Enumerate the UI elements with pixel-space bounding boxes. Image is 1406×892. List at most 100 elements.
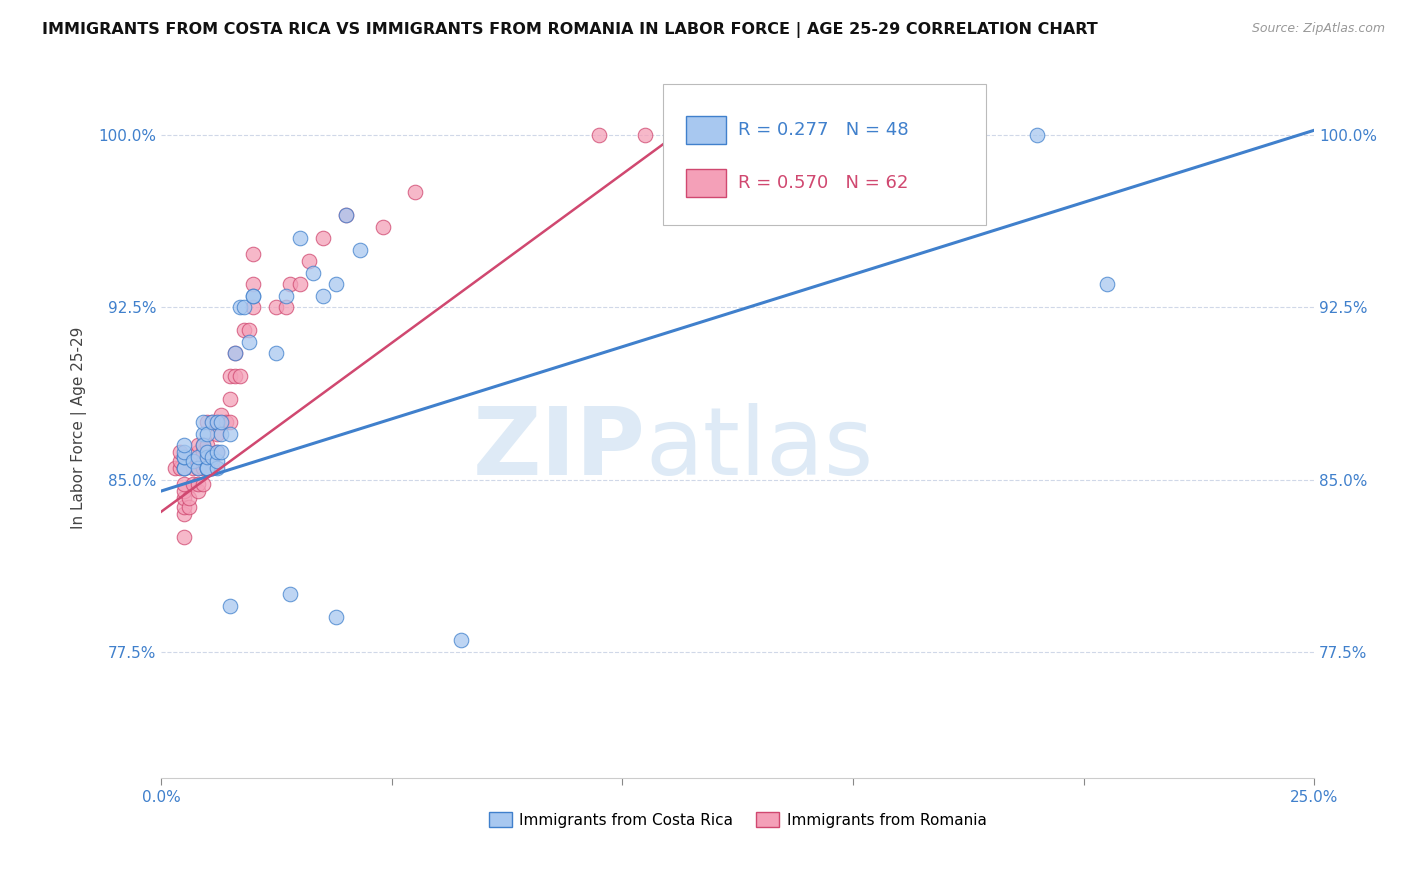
Text: Source: ZipAtlas.com: Source: ZipAtlas.com [1251,22,1385,36]
Text: ZIP: ZIP [472,403,645,495]
Point [201,454,224,468]
Point [266,300,288,314]
Point [288,231,311,245]
Point [205,445,228,459]
Text: R = 0.570   N = 62: R = 0.570 N = 62 [738,174,908,192]
Point [195,450,218,464]
Point [335,208,357,222]
Point [195,461,218,475]
Point [219,599,242,613]
Point [298,254,321,268]
Point [173,450,195,464]
Point [288,277,311,292]
Point [169,454,191,468]
Point [205,426,228,441]
Point [195,438,218,452]
Point [302,266,325,280]
Point [163,461,186,475]
Point [187,461,209,475]
Point [228,369,250,384]
Point [201,415,224,429]
Point [311,289,333,303]
Point [224,346,246,360]
Point [183,461,205,475]
Point [335,208,357,222]
Point [278,587,301,601]
Point [173,477,195,491]
Point [634,128,657,142]
Point [191,438,214,452]
Point [205,454,228,468]
Point [173,438,195,452]
Point [177,491,200,505]
Point [173,530,195,544]
Point [187,483,209,498]
Point [219,369,242,384]
Point [195,461,218,475]
Point [238,334,260,349]
Point [311,231,333,245]
Point [233,323,256,337]
Point [173,445,195,459]
Point [195,426,218,441]
Point [219,426,242,441]
Point [278,277,301,292]
Point [173,491,195,505]
Point [209,415,232,429]
Point [588,128,610,142]
Point [191,477,214,491]
Point [224,346,246,360]
Point [195,445,218,459]
Point [173,483,195,498]
Point [266,346,288,360]
Point [219,392,242,406]
Point [191,426,214,441]
Point [195,445,218,459]
Point [195,461,218,475]
Point [450,633,472,648]
Point [205,415,228,429]
Y-axis label: In Labor Force | Age 25-29: In Labor Force | Age 25-29 [72,326,87,529]
Point [187,438,209,452]
Point [173,500,195,514]
Point [177,500,200,514]
Point [242,289,264,303]
Point [191,438,214,452]
Point [209,415,232,429]
Point [242,289,264,303]
Point [205,415,228,429]
Point [1095,277,1118,292]
Point [224,369,246,384]
FancyBboxPatch shape [686,116,725,144]
Point [215,415,238,429]
Point [201,461,224,475]
Point [187,477,209,491]
Point [195,415,218,429]
Point [191,461,214,475]
Point [183,477,205,491]
FancyBboxPatch shape [662,85,986,225]
Point [173,461,195,475]
Point [169,445,191,459]
Point [233,300,256,314]
Point [201,450,224,464]
Point [191,454,214,468]
Point [205,461,228,475]
Point [209,426,232,441]
Point [173,461,195,475]
Point [187,445,209,459]
Point [242,247,264,261]
Point [201,415,224,429]
Point [187,454,209,468]
Point [242,300,264,314]
Point [195,461,218,475]
FancyBboxPatch shape [686,169,725,196]
Point [173,507,195,521]
Point [371,219,394,234]
Point [228,300,250,314]
Point [191,415,214,429]
Point [209,445,232,459]
Point [173,461,195,475]
Point [1026,128,1049,142]
Text: R = 0.277   N = 48: R = 0.277 N = 48 [738,121,908,139]
